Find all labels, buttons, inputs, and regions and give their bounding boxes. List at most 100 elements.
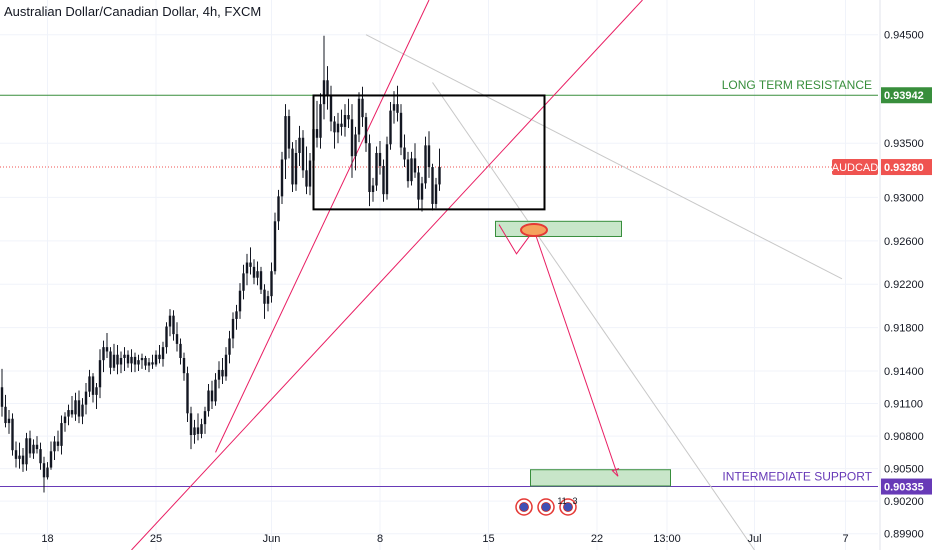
candle-body <box>81 404 84 417</box>
candle-body <box>242 273 245 291</box>
candle-body <box>60 423 63 446</box>
candle-body <box>273 221 277 272</box>
candle-body <box>182 357 186 374</box>
candle-body <box>189 413 193 436</box>
candle-body <box>217 369 221 380</box>
candle-body <box>165 326 168 348</box>
price-label-box <box>881 159 932 176</box>
price-tick-label: 0.94500 <box>884 30 924 42</box>
symbol-label: AUDCAD <box>832 162 879 174</box>
candle-body <box>7 418 11 424</box>
candle-body <box>256 271 259 278</box>
price-tick-label: 0.90500 <box>884 464 924 476</box>
price-label-value: 0.90335 <box>884 482 924 494</box>
price-axis[interactable]: 0.94500 0.93500 0.93000 0.92600 0.92200 0.918… <box>832 0 932 550</box>
candle-body <box>361 98 364 118</box>
candle-body <box>350 119 354 157</box>
candle-body <box>172 315 175 335</box>
candle-body <box>123 354 126 358</box>
candle-body <box>291 148 294 185</box>
candle-body <box>112 354 116 368</box>
price-tick-label: 0.91100 <box>884 399 923 411</box>
candle-body <box>392 104 396 111</box>
candle-body <box>347 114 350 120</box>
candle-body <box>4 406 7 424</box>
candle-body <box>399 112 403 148</box>
candle-body <box>301 137 305 171</box>
candle-body <box>102 347 105 361</box>
candle-body <box>151 362 154 365</box>
candle-body <box>322 80 326 105</box>
time-tick-label: 18 <box>41 533 53 545</box>
candle-body <box>32 444 35 454</box>
candle-body <box>179 343 182 358</box>
candle-body <box>280 159 284 197</box>
candle-body <box>74 400 77 415</box>
candle-body <box>235 311 238 319</box>
symbol-label-box <box>832 159 878 176</box>
candle-body <box>357 98 361 135</box>
candle-body <box>18 455 21 459</box>
candles <box>0 35 441 493</box>
candle-body <box>403 147 406 160</box>
candle-body <box>11 418 14 451</box>
price-tick-label: 0.92600 <box>884 236 924 248</box>
time-tick-label: 15 <box>482 533 494 545</box>
candle-body <box>329 95 333 122</box>
candle-body <box>382 165 385 195</box>
candle-body <box>158 354 161 360</box>
price-label-value: 0.93942 <box>884 90 924 102</box>
candle-body <box>207 390 210 412</box>
candle-body <box>385 144 389 195</box>
candle-body <box>343 114 347 127</box>
time-tick-label: 8 <box>377 533 383 545</box>
price-tick-label: 0.90200 <box>884 496 924 508</box>
candle-body <box>277 196 280 222</box>
candle-body <box>109 351 112 368</box>
candle-body <box>130 356 133 364</box>
candle-body <box>116 354 119 365</box>
candle-body <box>161 347 165 360</box>
candle-body <box>354 134 357 157</box>
candle-body <box>147 362 151 366</box>
candle-body <box>126 354 130 364</box>
candle-body <box>249 262 252 267</box>
candle-body <box>49 451 53 468</box>
price-tick-label: 0.92200 <box>884 279 924 291</box>
drawings-foreground <box>312 94 620 477</box>
candle-body <box>56 441 60 446</box>
time-axis[interactable]: 18 25 Jun 8 15 22 13:00 Jul 7 <box>0 530 878 545</box>
candle-body <box>63 416 67 424</box>
candle-body <box>53 441 56 452</box>
candle-body <box>200 424 203 434</box>
candle-body <box>375 152 378 186</box>
time-tick-label: 25 <box>150 533 162 545</box>
candle-body <box>319 104 322 138</box>
candle-body <box>238 290 242 312</box>
candle-body <box>91 376 95 395</box>
target-zone <box>495 220 622 237</box>
candle-body <box>144 357 147 366</box>
time-tick-label: 13:00 <box>653 533 681 545</box>
candle-body <box>14 450 18 459</box>
candle-body <box>378 152 382 166</box>
price-tick-label: 0.93500 <box>884 138 924 150</box>
time-tick-label: 22 <box>591 533 603 545</box>
price-tick-label: 0.90800 <box>884 431 924 443</box>
event-markers[interactable]: 11 3 <box>515 496 578 516</box>
candle-body <box>410 158 413 182</box>
candle-body <box>193 427 196 436</box>
candle-body <box>252 266 256 278</box>
gray-trend-line <box>365 34 843 280</box>
time-tick-label: Jul <box>747 533 761 545</box>
chart-header: Australian Dollar/Canadian Dollar, 4h, F… <box>4 3 261 21</box>
candle-body <box>186 373 189 414</box>
candle-body <box>28 438 32 454</box>
candle-body <box>221 369 224 377</box>
arrow-head <box>611 468 620 477</box>
candle-body <box>427 145 431 168</box>
candle-body <box>214 379 217 402</box>
